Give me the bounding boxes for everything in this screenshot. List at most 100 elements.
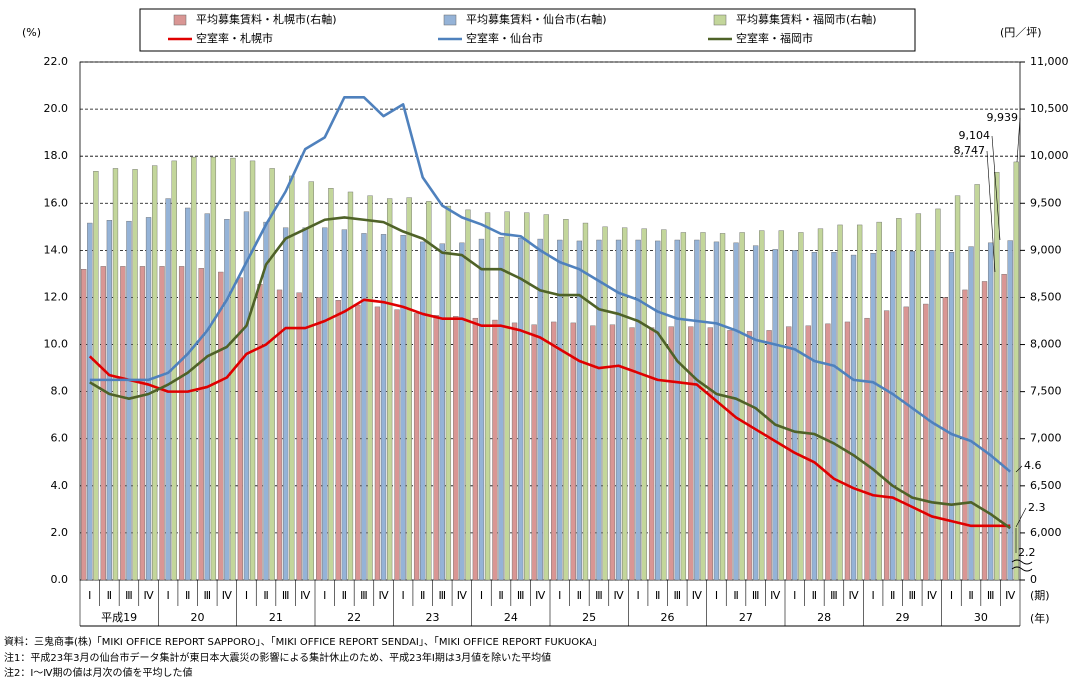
- bar: [537, 238, 543, 581]
- x-tick-label: Ⅲ: [987, 589, 995, 602]
- bar: [374, 306, 381, 581]
- bar: [296, 292, 302, 581]
- y-tick-label: 18.0: [44, 149, 69, 162]
- bar: [139, 266, 146, 581]
- x-tick-label: Ⅱ: [655, 589, 660, 602]
- bar: [237, 277, 244, 581]
- bar: [308, 181, 314, 581]
- x-tick-label: Ⅲ: [908, 589, 916, 602]
- bar: [942, 297, 949, 581]
- x-tick-label: Ⅳ: [222, 589, 233, 602]
- legend-swatch: [713, 14, 727, 26]
- y-tick-label: 8.0: [51, 385, 69, 398]
- legend-label: 平均募集賃料・福岡市(右軸): [736, 12, 877, 26]
- bar: [453, 316, 459, 581]
- bar: [269, 168, 275, 581]
- bar: [406, 197, 412, 581]
- year-label: 29: [896, 611, 910, 624]
- y-axis-label: (%): [22, 26, 41, 39]
- x-tick-label: Ⅳ: [927, 589, 938, 602]
- bar: [257, 284, 263, 581]
- leader-line: [1016, 117, 1021, 163]
- y-tick-label: 4.0: [51, 479, 69, 492]
- bar: [856, 224, 863, 581]
- bar: [596, 239, 602, 581]
- bar: [394, 309, 400, 581]
- bar: [1007, 240, 1013, 581]
- bar: [159, 266, 165, 581]
- bar: [347, 191, 354, 581]
- legend-swatch: [443, 14, 457, 26]
- y2-axis-label: (円／坪): [1000, 26, 1042, 39]
- bar: [850, 254, 857, 581]
- bar: [322, 227, 328, 581]
- bar: [367, 195, 373, 581]
- bar: [615, 239, 622, 581]
- x-tick-label: Ⅰ: [167, 589, 170, 602]
- bar: [263, 221, 269, 581]
- bar: [948, 252, 955, 581]
- legend-box: [139, 8, 916, 52]
- x-tick-label: Ⅱ: [733, 589, 738, 602]
- bar: [439, 243, 445, 581]
- bar: [786, 326, 792, 581]
- bar: [185, 207, 191, 581]
- x-tick-label: Ⅲ: [438, 589, 446, 602]
- bar: [445, 205, 452, 581]
- bar: [198, 268, 204, 581]
- bar: [876, 221, 882, 581]
- x-tick-label: Ⅱ: [812, 589, 817, 602]
- bar: [204, 213, 210, 581]
- legend-label: 空室率・福岡市: [736, 31, 813, 45]
- y2-tick-label: 7,000: [1030, 432, 1062, 445]
- y2-tick-label: 10,500: [1030, 102, 1069, 115]
- bar: [680, 232, 687, 581]
- y2-tick-label: 8,500: [1030, 290, 1062, 303]
- bar: [655, 240, 661, 581]
- x-tick-label: Ⅰ: [245, 589, 248, 602]
- year-label: 23: [426, 611, 440, 624]
- bar: [459, 242, 465, 581]
- bar: [746, 331, 753, 581]
- line: [88, 298, 1011, 528]
- bar: [674, 239, 680, 581]
- legend-label: 平均募集賃料・札幌市(右軸): [196, 12, 337, 26]
- bar: [621, 227, 628, 581]
- bar: [531, 324, 537, 581]
- bar: [511, 322, 518, 581]
- bar: [504, 211, 510, 581]
- legend-label: 空室率・仙台市: [466, 31, 543, 45]
- bar: [929, 250, 935, 581]
- x-tick-label: Ⅰ: [793, 589, 796, 602]
- bar: [420, 241, 426, 581]
- bar: [817, 228, 824, 581]
- x-tick-label: Ⅲ: [282, 589, 290, 602]
- bar: [576, 240, 583, 581]
- x-tick-label: Ⅲ: [752, 589, 760, 602]
- x-tick-label: Ⅱ: [577, 589, 582, 602]
- bar: [739, 232, 745, 581]
- bar: [778, 230, 784, 581]
- bar: [582, 222, 589, 581]
- x-tick-label: Ⅳ: [1005, 589, 1016, 602]
- bar: [759, 230, 765, 581]
- y2-tick-label: 9,000: [1030, 243, 1062, 256]
- bar: [543, 214, 549, 581]
- bar: [733, 242, 739, 581]
- bar: [563, 219, 569, 581]
- bar: [100, 266, 106, 581]
- x-tick-label: Ⅱ: [498, 589, 503, 602]
- bar: [825, 323, 831, 581]
- bar: [210, 156, 217, 581]
- bar: [766, 330, 772, 581]
- x-tick-label: Ⅳ: [848, 589, 859, 602]
- year-label: 25: [582, 611, 596, 624]
- bar: [864, 317, 870, 581]
- x-tick-label: Ⅰ: [558, 589, 561, 602]
- bar: [151, 165, 158, 581]
- bar: [478, 238, 485, 581]
- bar: [713, 241, 720, 581]
- bar: [903, 306, 909, 581]
- bar: [400, 235, 406, 581]
- note: 資料：三鬼商事(株)「MIKI OFFICE REPORT SAPPORO」、「…: [4, 635, 602, 648]
